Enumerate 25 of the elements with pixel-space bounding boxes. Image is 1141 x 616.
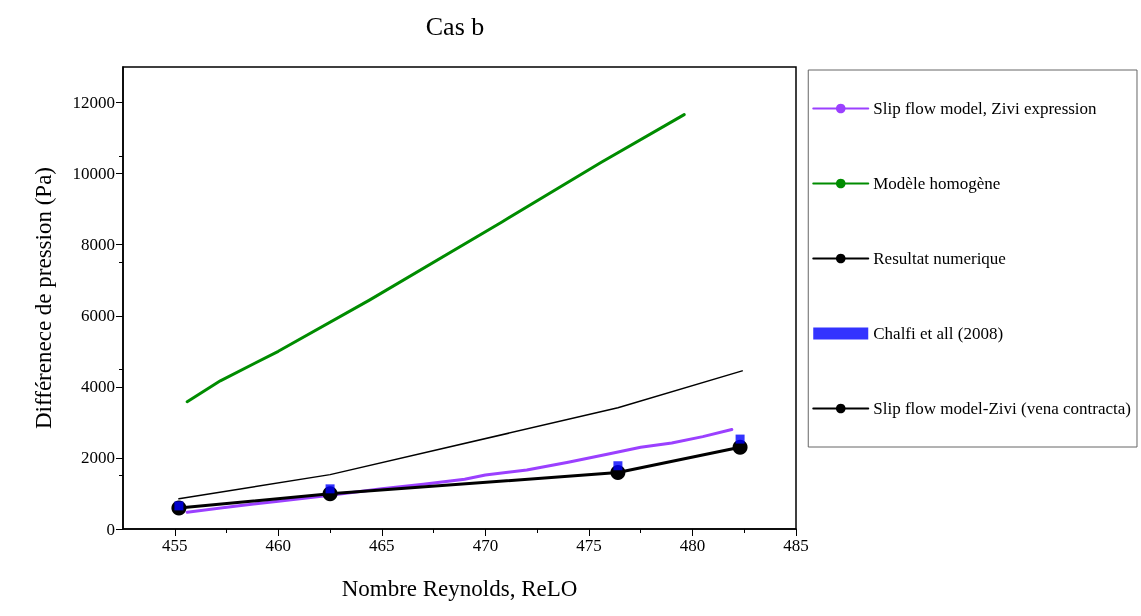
x-axis-title: Nombre Reynolds, ReLO [341,576,578,601]
x-tick-label: 460 [265,536,292,555]
legend-label: Resultat numerique [873,249,1006,268]
y-tick-label: 8000 [81,235,115,255]
y-tick-label: 6000 [81,306,115,326]
x-tick-label: 455 [162,536,188,555]
y-tick-label: 4000 [81,377,115,397]
x-tick-label: 475 [576,536,602,555]
legend-label: Modèle homogène [873,174,1001,193]
legend-label: Slip flow model-Zivi (vena contracta) [873,399,1131,418]
x-tick-label: 470 [472,536,499,555]
line-series [185,113,686,404]
y-tick-label: 10000 [72,164,115,184]
point [735,434,745,444]
y-tick-label: 0 [106,519,115,539]
chart-title: Cas b [425,11,485,41]
x-tick-label: 465 [369,536,395,555]
point [613,461,623,471]
y-tick-label: 2000 [81,448,115,468]
y-tick-label: 12000 [72,93,115,113]
y-axis-title: Différenece de pression (Pa) [31,166,56,430]
legend-label: Chalfi et all (2008) [873,324,1004,343]
legend-label: Slip flow model, Zivi expression [873,99,1098,118]
x-tick-label: 480 [679,536,706,555]
x-tick-label: 485 [783,536,809,555]
